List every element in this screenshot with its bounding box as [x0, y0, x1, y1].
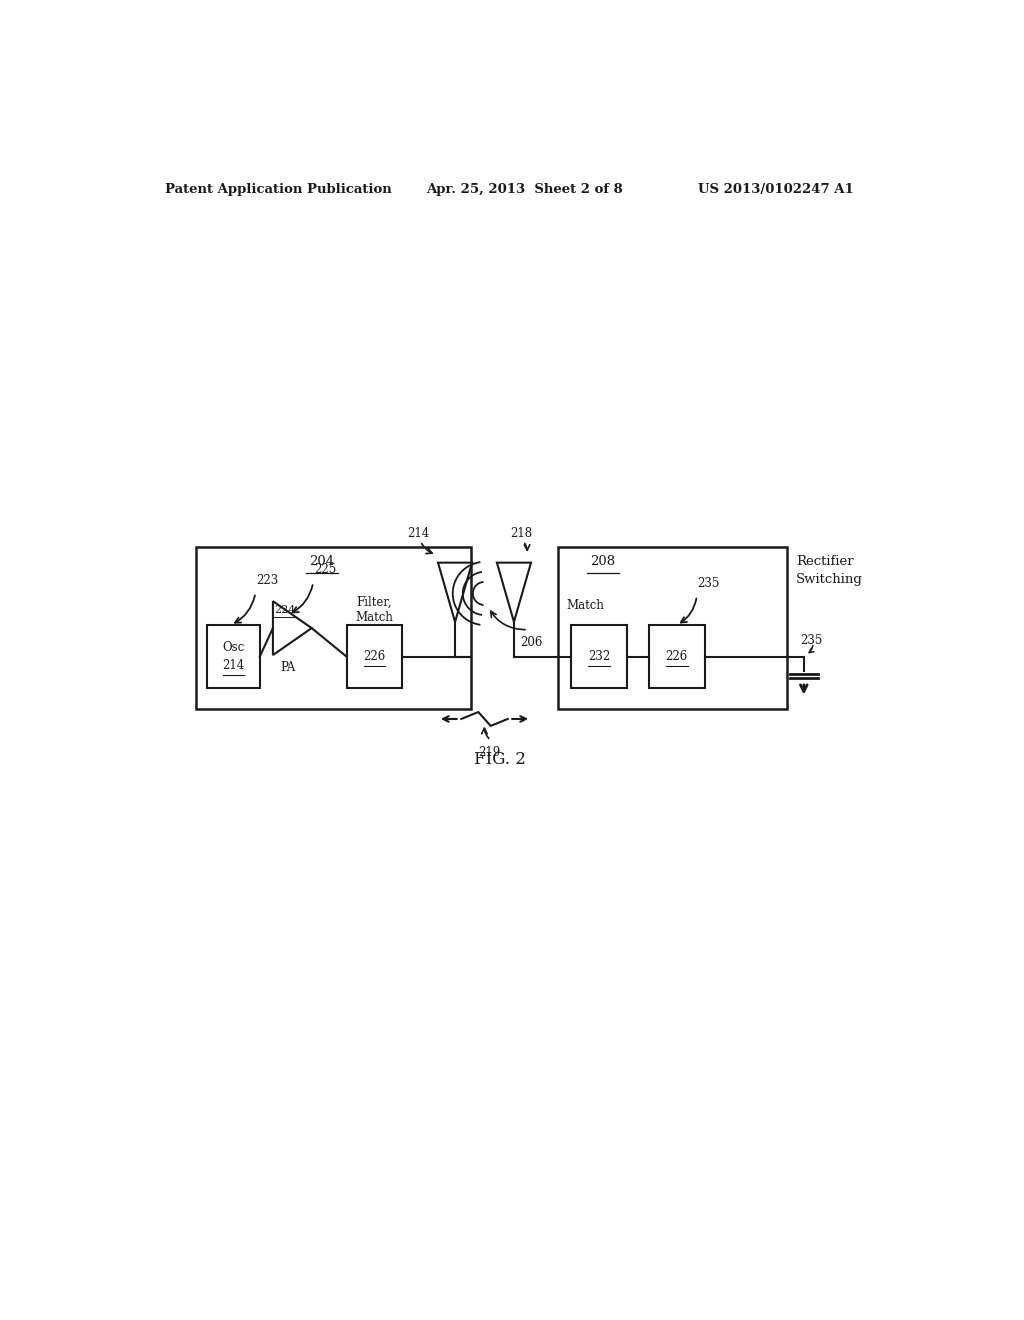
- Bar: [558, 548, 786, 709]
- Text: 219: 219: [478, 746, 501, 759]
- Text: 226: 226: [364, 649, 386, 663]
- Text: Match: Match: [566, 599, 604, 612]
- Text: 235: 235: [697, 577, 720, 590]
- Text: PA: PA: [281, 661, 296, 675]
- Text: Patent Application Publication: Patent Application Publication: [165, 183, 392, 197]
- Text: 224: 224: [274, 605, 296, 615]
- Text: 223: 223: [256, 573, 279, 586]
- Bar: [346, 626, 402, 688]
- Text: 218: 218: [510, 527, 532, 540]
- Text: 206: 206: [520, 636, 543, 649]
- Text: US 2013/0102247 A1: US 2013/0102247 A1: [697, 183, 853, 197]
- Text: 232: 232: [588, 649, 610, 663]
- Text: Osc: Osc: [222, 640, 245, 653]
- Text: 214: 214: [222, 659, 245, 672]
- Text: Apr. 25, 2013  Sheet 2 of 8: Apr. 25, 2013 Sheet 2 of 8: [426, 183, 624, 197]
- Text: Match: Match: [355, 611, 393, 624]
- Text: 208: 208: [591, 554, 615, 568]
- Text: FIG. 2: FIG. 2: [474, 751, 526, 767]
- Text: 235: 235: [800, 635, 822, 647]
- Bar: [207, 626, 260, 688]
- Text: 214: 214: [407, 527, 429, 540]
- Text: 225: 225: [314, 564, 336, 576]
- Bar: [571, 626, 627, 688]
- Text: 204: 204: [309, 554, 335, 568]
- Bar: [649, 626, 705, 688]
- Text: Filter,: Filter,: [356, 595, 392, 609]
- Text: 226: 226: [666, 649, 688, 663]
- Text: Rectifier
Switching: Rectifier Switching: [796, 554, 863, 586]
- Bar: [197, 548, 471, 709]
